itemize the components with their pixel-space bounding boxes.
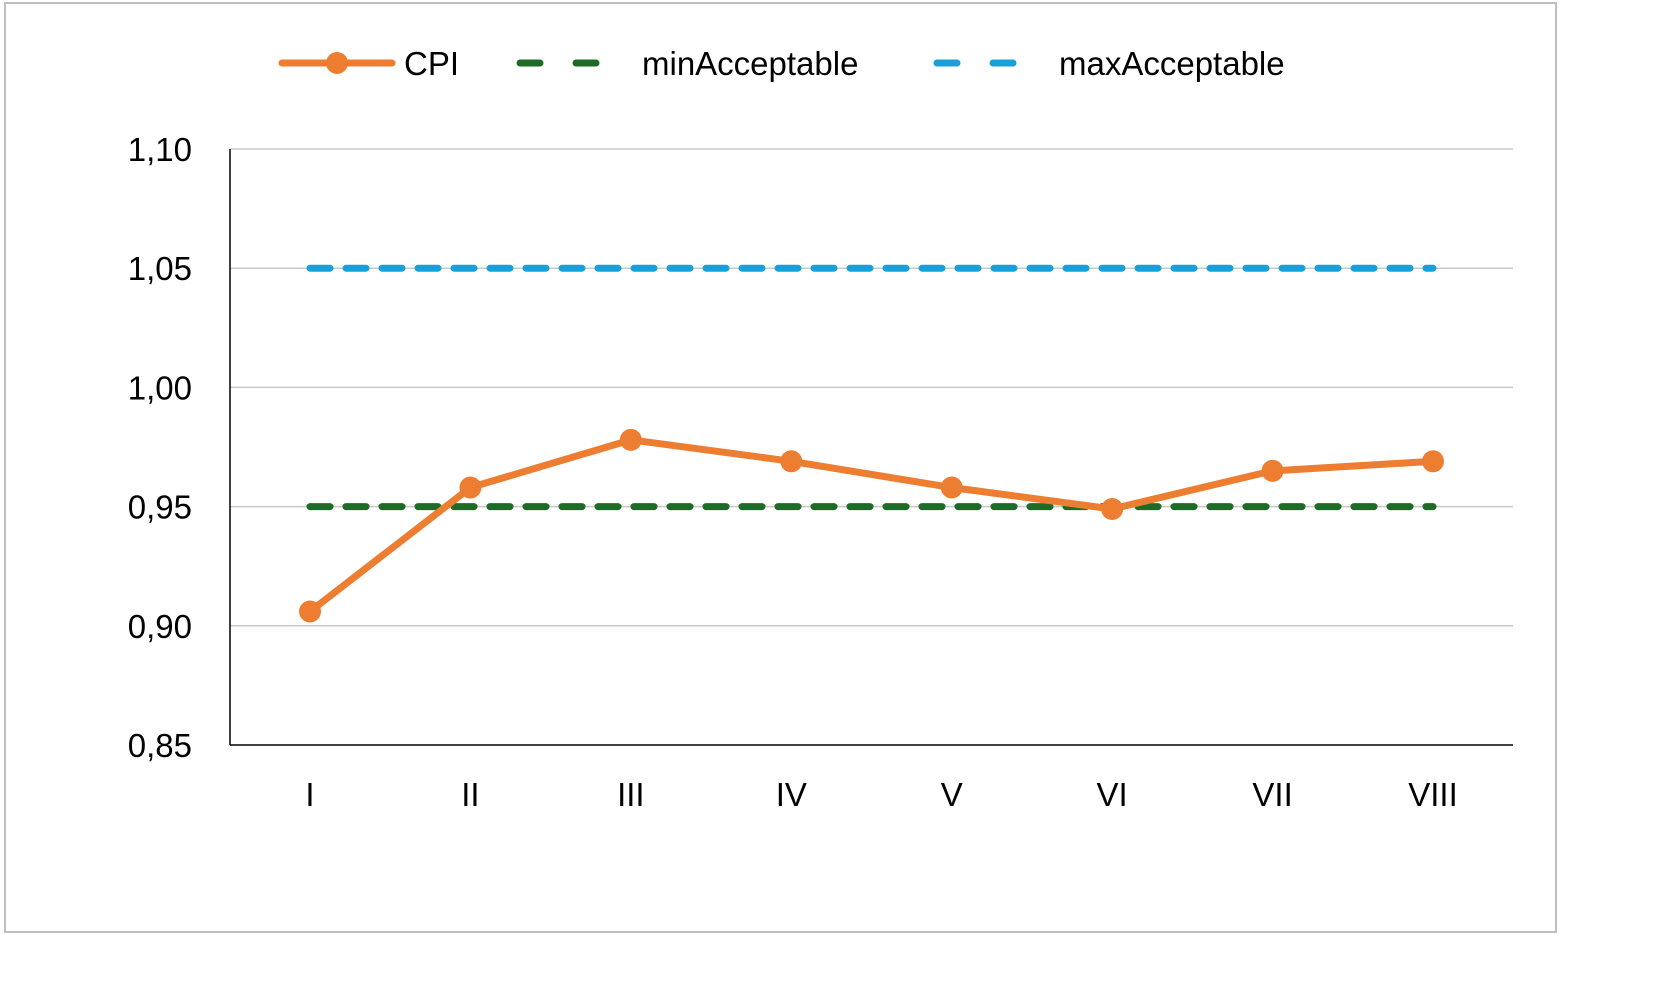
y-tick-label: 0,95: [128, 489, 192, 526]
data-point-cpi: [459, 476, 482, 499]
x-tick-label: III: [617, 776, 645, 813]
legend: CPI minAcceptable maxAcceptable: [278, 45, 1285, 82]
gridlines: [230, 148, 1513, 627]
series-layer: [299, 264, 1444, 623]
x-tick-label: IV: [776, 776, 807, 813]
x-axis-tick-labels: I II III IV V VI VII VIII: [305, 776, 1457, 813]
y-tick-label: 1,10: [128, 131, 192, 168]
x-tick-label: VII: [1252, 776, 1292, 813]
y-axis-tick-labels: 0,85 0,90 0,95 1,00 1,05 1,10: [128, 131, 192, 764]
x-tick-label: VI: [1097, 776, 1128, 813]
data-point-cpi: [780, 450, 803, 473]
data-point-cpi: [940, 476, 963, 499]
x-tick-label: II: [461, 776, 479, 813]
x-tick-label: I: [305, 776, 314, 813]
x-tick-label: V: [941, 776, 963, 813]
axes: [229, 149, 1513, 746]
legend-label: minAcceptable: [642, 45, 858, 82]
legend-label: CPI: [404, 45, 459, 82]
legend-item-max-acceptable: maxAcceptable: [933, 45, 1285, 82]
data-point-cpi: [1101, 497, 1124, 520]
y-tick-label: 0,90: [128, 608, 192, 645]
data-point-cpi: [1422, 450, 1444, 473]
legend-label: maxAcceptable: [1059, 45, 1285, 82]
series-cpi: [299, 428, 1444, 623]
y-tick-label: 0,85: [128, 727, 192, 764]
y-tick-label: 1,05: [128, 250, 192, 287]
data-point-cpi: [299, 600, 321, 623]
legend-item-cpi: CPI: [278, 45, 459, 82]
data-point-cpi: [619, 428, 642, 451]
legend-item-min-acceptable: minAcceptable: [516, 45, 858, 82]
x-tick-label: VIII: [1408, 776, 1458, 813]
series-line-cpi: [306, 436, 1437, 615]
y-tick-label: 1,00: [128, 369, 192, 406]
legend-marker: [326, 52, 348, 74]
data-point-cpi: [1261, 459, 1284, 482]
